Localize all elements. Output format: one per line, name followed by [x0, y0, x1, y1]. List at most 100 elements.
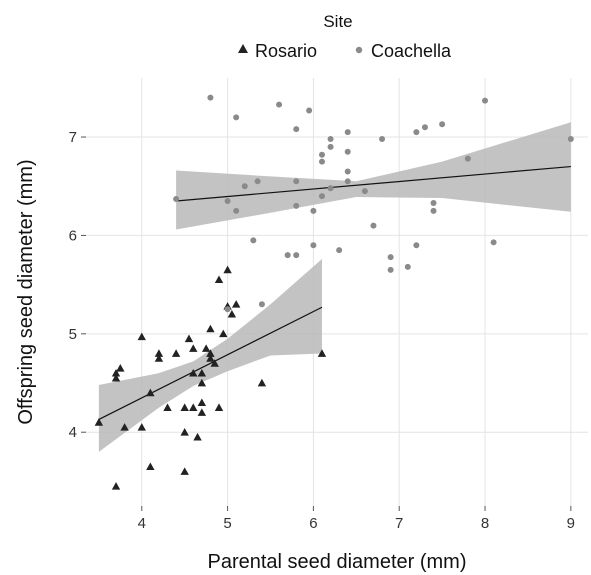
data-point-coachella	[254, 178, 261, 185]
data-point-rosario	[111, 482, 121, 490]
data-point-rosario	[214, 275, 224, 284]
data-point-rosario	[227, 309, 237, 318]
data-point-rosario	[154, 354, 164, 362]
x-tick-label: 5	[223, 515, 231, 532]
data-point-rosario	[231, 300, 241, 308]
data-point-coachella	[233, 207, 240, 214]
data-point-coachella	[336, 247, 343, 254]
data-point-rosario	[193, 432, 202, 441]
data-point-rosario	[180, 428, 189, 436]
data-point-coachella	[464, 155, 471, 162]
fit-line-coachella	[176, 165, 571, 202]
data-point-rosario	[137, 332, 146, 341]
data-point-rosario	[120, 423, 129, 431]
y-axis-title: Offspring seed diameter (mm)	[15, 159, 37, 424]
data-point-coachella	[387, 254, 394, 261]
x-tick-label: 9	[567, 515, 575, 532]
y-tick-label: 7	[69, 129, 77, 146]
data-point-rosario	[146, 462, 155, 471]
data-point-coachella	[379, 136, 386, 143]
data-point-coachella	[361, 188, 368, 195]
data-point-coachella	[327, 185, 334, 192]
data-point-coachella	[430, 207, 437, 214]
data-point-coachella	[344, 148, 351, 155]
data-point-rosario	[116, 364, 125, 372]
data-point-coachella	[284, 252, 291, 259]
data-point-rosario	[223, 265, 232, 274]
data-point-coachella	[439, 121, 446, 128]
data-point-rosario	[219, 329, 228, 338]
legend-coachella-label: Coachella	[371, 41, 452, 61]
x-tick-label: 4	[138, 515, 146, 532]
data-point-coachella	[293, 178, 300, 185]
data-point-rosario	[180, 467, 189, 475]
data-point-rosario	[201, 344, 211, 352]
confidence-band-coachella	[176, 122, 571, 230]
data-point-rosario	[184, 334, 194, 343]
legend-title: Site	[323, 12, 352, 31]
data-point-coachella	[207, 94, 214, 101]
data-point-rosario	[180, 403, 189, 411]
data-point-rosario	[171, 349, 181, 357]
data-point-coachella	[293, 252, 300, 259]
data-point-rosario	[317, 349, 327, 357]
data-point-rosario	[197, 368, 207, 377]
legend-rosario-marker	[238, 44, 248, 53]
data-points	[94, 94, 574, 490]
legend: Site Rosario Coachella	[238, 12, 452, 61]
data-point-coachella	[482, 97, 489, 104]
data-point-coachella	[250, 237, 257, 244]
data-point-coachella	[421, 124, 428, 131]
data-point-coachella	[413, 242, 420, 249]
data-point-rosario	[197, 408, 207, 416]
axes: 4 5 6 7 8 9 4 5 6 7	[69, 129, 575, 532]
data-point-coachella	[173, 196, 180, 203]
data-point-rosario	[189, 403, 198, 411]
data-point-coachella	[306, 107, 313, 114]
data-point-coachella	[413, 129, 420, 136]
x-tick-label: 8	[481, 515, 489, 532]
data-point-rosario	[189, 368, 198, 377]
data-point-rosario	[111, 368, 121, 377]
data-point-rosario	[163, 403, 172, 411]
data-point-coachella	[490, 239, 497, 246]
data-point-coachella	[233, 114, 240, 121]
x-tick-label: 7	[395, 515, 403, 532]
data-point-coachella	[344, 168, 351, 175]
data-point-rosario	[210, 359, 219, 367]
data-point-rosario	[146, 388, 155, 397]
fit-lines	[98, 165, 571, 420]
y-tick-label: 5	[69, 326, 77, 343]
data-point-rosario	[154, 349, 164, 357]
data-point-coachella	[404, 263, 411, 270]
data-point-coachella	[318, 193, 325, 200]
data-point-coachella	[224, 197, 231, 204]
data-point-coachella	[327, 143, 334, 150]
data-point-coachella	[370, 222, 377, 229]
data-point-coachella	[310, 242, 317, 249]
legend-coachella-marker	[355, 46, 363, 54]
y-tick-label: 4	[69, 424, 77, 441]
data-point-rosario	[206, 354, 215, 362]
data-point-rosario	[197, 378, 207, 387]
fit-line-rosario	[98, 306, 323, 420]
data-point-rosario	[206, 349, 215, 357]
data-point-coachella	[387, 266, 394, 273]
data-point-coachella	[430, 199, 437, 206]
data-point-coachella	[276, 101, 283, 108]
x-axis-title: Parental seed diameter (mm)	[208, 551, 467, 573]
data-point-rosario	[189, 344, 198, 352]
data-point-rosario	[257, 378, 267, 387]
data-point-rosario	[111, 373, 121, 382]
data-point-coachella	[318, 158, 325, 165]
data-point-coachella	[293, 202, 300, 209]
data-point-coachella	[344, 178, 351, 185]
data-point-coachella	[293, 126, 300, 133]
data-point-coachella	[344, 129, 351, 136]
data-point-rosario	[206, 324, 215, 333]
data-point-rosario	[197, 398, 207, 407]
data-point-coachella	[327, 136, 334, 143]
legend-rosario-label: Rosario	[255, 41, 317, 61]
data-point-coachella	[310, 207, 317, 214]
x-tick-label: 6	[309, 515, 317, 532]
